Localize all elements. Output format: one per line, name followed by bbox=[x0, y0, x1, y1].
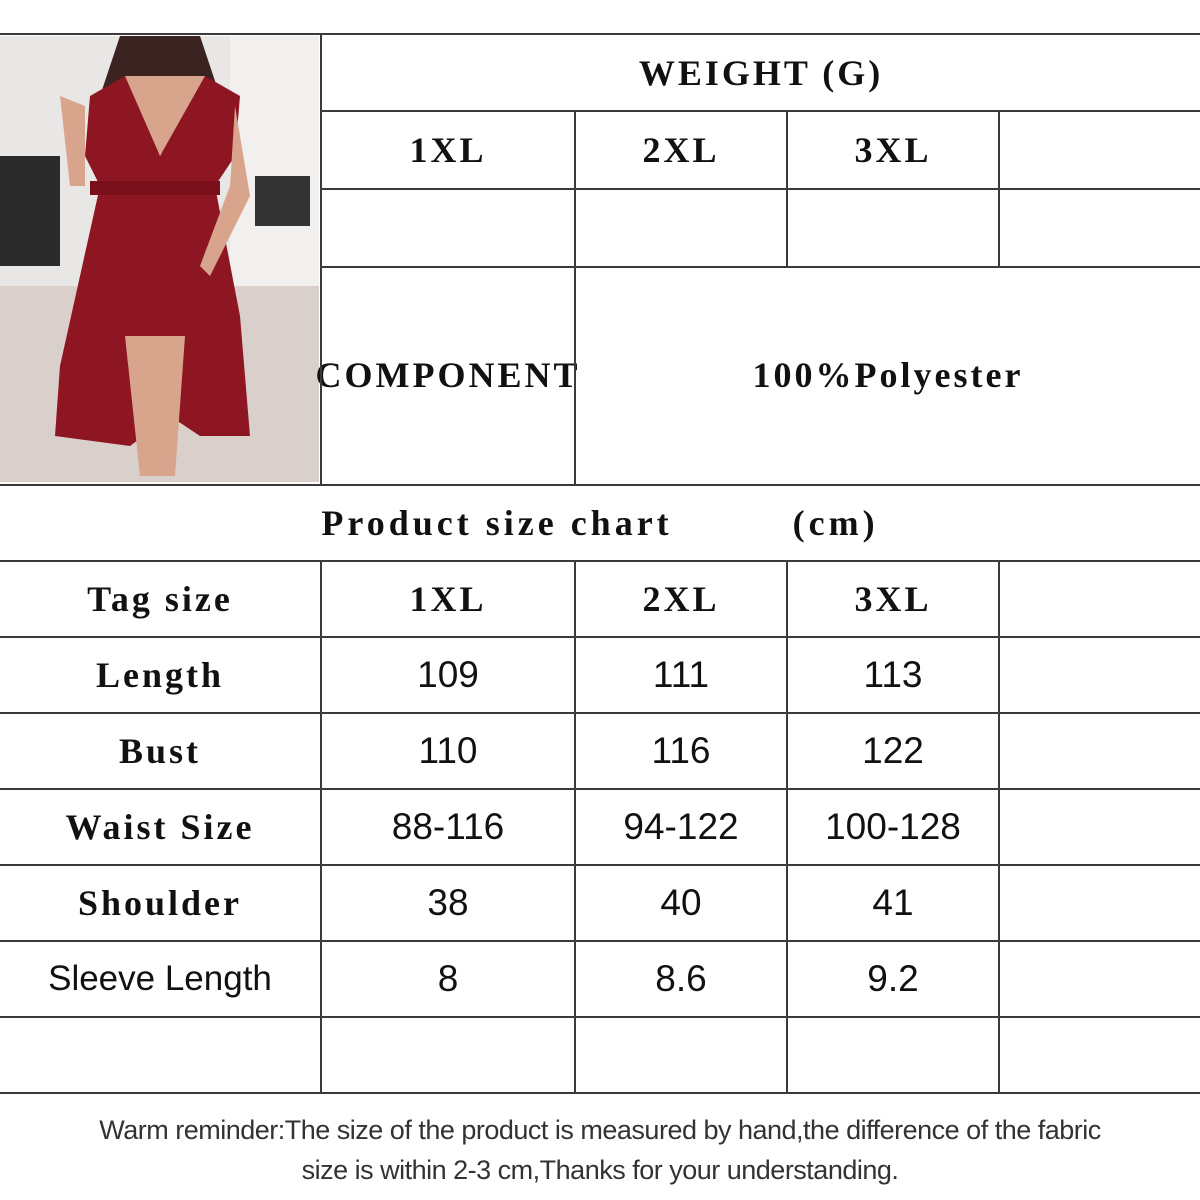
grid-line-horizontal bbox=[0, 864, 1200, 866]
size-value: 8 bbox=[437, 958, 459, 999]
grid-line-horizontal bbox=[0, 1092, 1200, 1094]
row-label: Sleeve Length bbox=[48, 959, 272, 998]
size-chart-title: Product size chart (cm) bbox=[0, 486, 1200, 560]
size-value: 100-128 bbox=[825, 806, 961, 847]
size-value bbox=[788, 1018, 998, 1092]
size-value: 38 bbox=[427, 882, 469, 923]
size-value: 2XL bbox=[642, 579, 720, 619]
grid-line-horizontal bbox=[0, 560, 1200, 562]
grid-line-horizontal bbox=[0, 484, 1200, 486]
weight-value bbox=[576, 190, 786, 266]
size-value: 111 bbox=[652, 654, 710, 695]
product-photo bbox=[0, 36, 319, 482]
weight-value bbox=[788, 190, 998, 266]
row-label: Shoulder bbox=[77, 883, 243, 923]
grid-line-horizontal bbox=[0, 712, 1200, 714]
size-value: 116 bbox=[651, 730, 711, 771]
grid-line-vertical bbox=[998, 110, 1000, 267]
row-label: Length bbox=[95, 655, 225, 695]
size-value: 113 bbox=[863, 654, 923, 695]
size-value bbox=[1000, 790, 1200, 864]
size-value bbox=[1000, 942, 1200, 1016]
grid-line-vertical bbox=[786, 560, 788, 1093]
row-label: Waist Size bbox=[65, 807, 255, 847]
component-value: 100%Polyester bbox=[752, 355, 1024, 395]
size-value bbox=[1000, 1018, 1200, 1092]
size-value bbox=[322, 1018, 574, 1092]
size-value: 1XL bbox=[409, 579, 487, 619]
size-chart-unit: (cm) bbox=[792, 503, 879, 543]
grid-line-horizontal bbox=[0, 940, 1200, 942]
grid-line-horizontal bbox=[0, 636, 1200, 638]
weight-size-header bbox=[1000, 112, 1200, 188]
grid-line-horizontal bbox=[0, 788, 1200, 790]
grid-line-vertical bbox=[574, 110, 576, 485]
weight-value bbox=[322, 190, 574, 266]
size-chart-title-text: Product size chart bbox=[321, 503, 673, 543]
weight-size-header: 3XL bbox=[854, 130, 932, 170]
size-value: 40 bbox=[660, 882, 702, 923]
grid-line-horizontal bbox=[0, 1016, 1200, 1018]
grid-line-horizontal bbox=[320, 110, 1200, 112]
weight-title: WEIGHT (G) bbox=[638, 52, 884, 93]
footer-line-1: Warm reminder:The size of the product is… bbox=[99, 1115, 1101, 1145]
grid-line-horizontal bbox=[0, 33, 1200, 35]
size-value bbox=[1000, 714, 1200, 788]
size-value: 41 bbox=[872, 882, 914, 923]
grid-line-horizontal bbox=[320, 266, 1200, 268]
weight-value bbox=[1000, 190, 1200, 266]
grid-line-vertical bbox=[320, 560, 322, 1093]
grid-line-horizontal bbox=[320, 188, 1200, 190]
size-value: 9.2 bbox=[867, 958, 919, 999]
size-value: 8.6 bbox=[655, 958, 707, 999]
grid-line-vertical bbox=[320, 33, 322, 485]
size-value bbox=[1000, 562, 1200, 636]
size-value: 109 bbox=[417, 654, 479, 695]
weight-size-header: 2XL bbox=[642, 130, 720, 170]
row-label: Tag size bbox=[87, 579, 233, 619]
row-label bbox=[0, 1018, 320, 1092]
weight-size-header: 1XL bbox=[409, 130, 487, 170]
row-label: Bust bbox=[118, 731, 202, 771]
grid-line-vertical bbox=[786, 110, 788, 267]
footer-line-2: size is within 2-3 cm,Thanks for your un… bbox=[301, 1155, 899, 1185]
size-value: 122 bbox=[862, 730, 924, 771]
component-label: COMPONENT bbox=[315, 355, 581, 395]
size-value bbox=[576, 1018, 786, 1092]
size-value: 110 bbox=[418, 730, 478, 771]
size-value: 94-122 bbox=[623, 806, 739, 847]
size-value bbox=[1000, 638, 1200, 712]
grid-line-vertical bbox=[998, 560, 1000, 1093]
size-value: 88-116 bbox=[391, 806, 505, 847]
size-value bbox=[1000, 866, 1200, 940]
size-value: 3XL bbox=[854, 579, 932, 619]
grid-line-vertical bbox=[574, 560, 576, 1093]
